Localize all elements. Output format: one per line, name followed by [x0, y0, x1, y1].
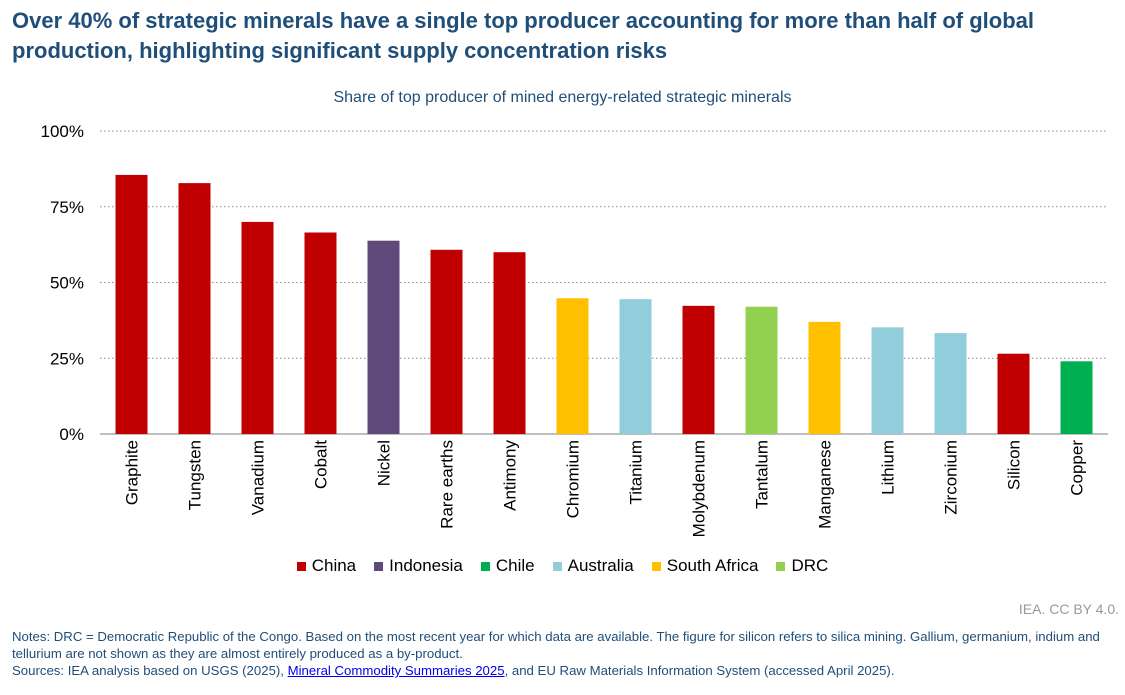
bars	[115, 174, 1093, 434]
legend-item-chile: Chile	[480, 556, 535, 576]
x-tick-label: Tungsten	[186, 440, 205, 510]
y-tick-label: 25%	[50, 349, 84, 368]
chart-headline: Over 40% of strategic minerals have a si…	[12, 8, 1034, 63]
bar-silicon	[997, 353, 1030, 434]
legend-swatch	[651, 561, 661, 571]
legend-item-indonesia: Indonesia	[374, 556, 463, 576]
y-tick-label: 75%	[50, 198, 84, 217]
legend-label: Australia	[567, 556, 634, 575]
sources-prefix: Sources: IEA analysis based on USGS (202…	[12, 663, 288, 678]
legend-label: China	[311, 556, 357, 575]
x-tick-label: Lithium	[879, 440, 898, 495]
x-tick-label: Tantalum	[753, 440, 772, 509]
legend-swatch	[296, 561, 306, 571]
bar-cobalt	[304, 232, 337, 434]
bar-antimony	[493, 252, 526, 434]
notes: Notes: DRC = Democratic Republic of the …	[12, 628, 1117, 679]
bar-chart: 0% 25% 50% 75% 100% Graphite Tungsten Vanadium…	[41, 122, 1108, 538]
x-tick-label: Chromium	[564, 440, 583, 518]
legend-label: DRC	[791, 556, 829, 575]
legend-swatch	[374, 561, 384, 571]
x-tick-label: Cobalt	[312, 440, 331, 489]
x-tick-label: Rare earths	[438, 440, 457, 529]
bar-lithium	[871, 327, 904, 434]
bar-zirconium	[934, 333, 967, 434]
bar-tantalum	[745, 306, 778, 434]
x-tick-label: Titanium	[627, 440, 646, 505]
notes-text: Notes: DRC = Democratic Republic of the …	[12, 629, 1100, 661]
x-axis-labels: Graphite Tungsten Vanadium Cobalt Nickel Rare…	[123, 440, 1087, 538]
legend: China Indonesia Chile Australia South Africa…	[0, 556, 1125, 576]
legend-item-south-africa: South Africa	[651, 556, 759, 576]
sources-text: Sources: IEA analysis based on USGS (202…	[12, 662, 1117, 679]
chart-title: Share of top producer of mined energy-re…	[333, 89, 792, 106]
x-tick-label: Zirconium	[942, 440, 961, 515]
sources-link[interactable]: Mineral Commodity Summaries 2025	[287, 663, 505, 678]
x-tick-label: Antimony	[501, 440, 520, 511]
legend-label: Indonesia	[389, 556, 463, 575]
y-tick-label: 100%	[41, 122, 84, 141]
legend-item-australia: Australia	[552, 556, 634, 576]
legend-swatch	[776, 561, 786, 571]
x-tick-label: Graphite	[123, 440, 142, 505]
legend-label: South Africa	[666, 556, 759, 575]
bar-nickel	[367, 240, 400, 434]
bar-molybdenum	[682, 305, 715, 434]
bar-rare-earths	[430, 249, 463, 434]
bar-manganese	[808, 321, 841, 434]
legend-item-drc: DRC	[776, 556, 828, 576]
bar-copper	[1060, 361, 1093, 434]
bar-titanium	[619, 299, 652, 434]
credit-text: IEA. CC BY 4.0.	[1018, 601, 1119, 617]
y-tick-label: 50%	[50, 274, 84, 293]
x-tick-label: Silicon	[1005, 440, 1024, 490]
x-tick-label: Manganese	[816, 440, 835, 529]
bar-tungsten	[178, 183, 211, 434]
legend-swatch	[480, 561, 490, 571]
x-tick-label: Vanadium	[249, 440, 268, 515]
x-tick-label: Copper	[1068, 440, 1087, 496]
y-tick-label: 0%	[59, 425, 84, 444]
sources-suffix: , and EU Raw Materials Information Syste…	[504, 663, 895, 678]
bar-graphite	[115, 174, 148, 434]
legend-item-china: China	[296, 556, 357, 576]
legend-label: Chile	[495, 556, 535, 575]
legend-swatch	[552, 561, 562, 571]
y-axis-ticks: 0% 25% 50% 75% 100%	[41, 122, 84, 444]
bar-chromium	[556, 298, 589, 434]
x-tick-label: Nickel	[375, 440, 394, 486]
bar-vanadium	[241, 221, 274, 434]
x-tick-label: Molybdenum	[690, 440, 709, 537]
